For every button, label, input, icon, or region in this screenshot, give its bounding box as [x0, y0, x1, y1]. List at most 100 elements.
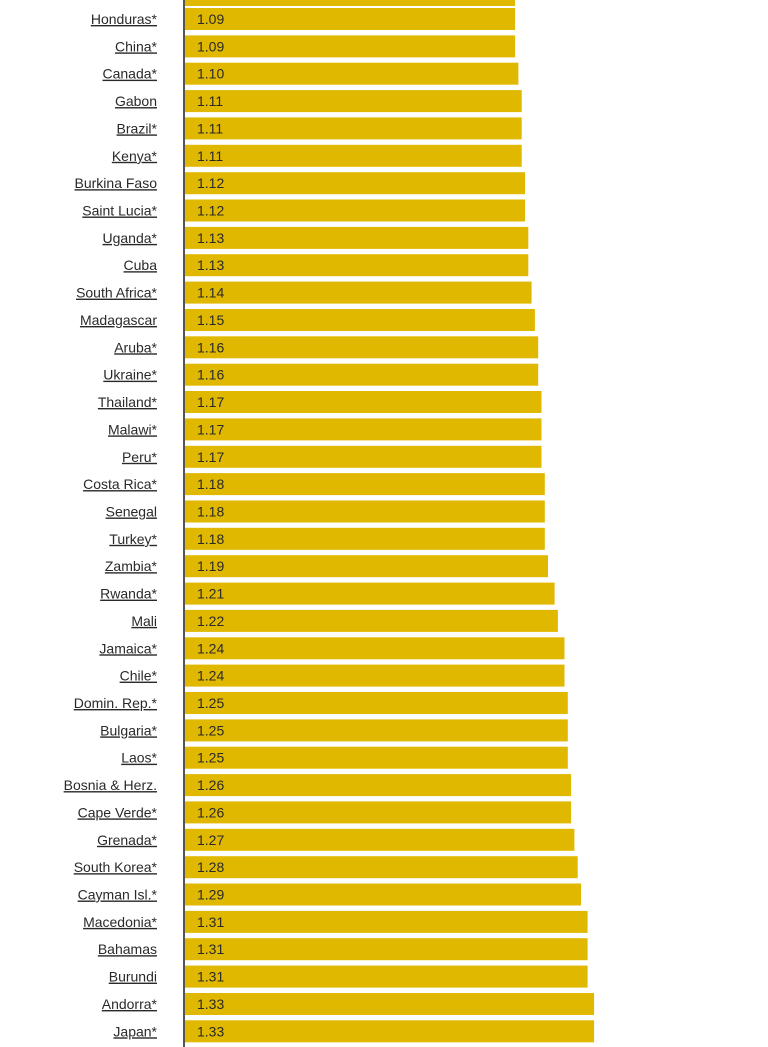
category-label[interactable]: Gabon — [115, 93, 157, 109]
bar — [185, 199, 525, 222]
bar — [185, 418, 542, 441]
bar — [185, 281, 532, 304]
category-label[interactable]: South Korea* — [74, 859, 158, 875]
category-label[interactable]: Cape Verde* — [78, 804, 158, 820]
category-label[interactable]: Laos* — [121, 750, 157, 766]
value-label: 1.09 — [197, 11, 224, 27]
category-label[interactable]: Thailand* — [98, 394, 158, 410]
bar — [185, 692, 568, 714]
bar — [185, 144, 522, 167]
category-label[interactable]: Bulgaria* — [100, 722, 157, 738]
category-label[interactable]: China* — [115, 38, 158, 54]
bar — [185, 801, 572, 824]
bar — [185, 993, 595, 1015]
value-label: 1.26 — [197, 777, 224, 793]
bar — [185, 856, 578, 879]
bar — [185, 582, 555, 605]
category-label[interactable]: Mali — [131, 613, 157, 629]
bar — [185, 226, 529, 249]
category-label[interactable]: Bahamas — [98, 941, 157, 957]
bar — [185, 938, 588, 961]
value-label: 1.33 — [197, 996, 224, 1012]
category-label[interactable]: Rwanda* — [100, 586, 157, 602]
value-label: 1.19 — [197, 558, 224, 574]
value-label: 1.25 — [197, 722, 224, 738]
value-label: 1.26 — [197, 804, 224, 820]
value-label: 1.27 — [197, 832, 224, 848]
value-label: 1.33 — [197, 1023, 224, 1039]
category-label[interactable]: Cuba — [124, 257, 158, 273]
bar — [185, 309, 535, 331]
value-label: 1.29 — [197, 887, 224, 903]
bar — [185, 254, 529, 277]
value-label: 1.15 — [197, 312, 224, 328]
value-label: 1.14 — [197, 285, 224, 301]
category-label[interactable]: Canada* — [103, 66, 158, 82]
category-label[interactable]: Kenya* — [112, 148, 158, 164]
bar — [185, 910, 588, 933]
value-label: 1.18 — [197, 476, 224, 492]
category-label[interactable]: Uganda* — [103, 230, 158, 246]
value-label: 1.24 — [197, 668, 224, 684]
value-label: 1.13 — [197, 230, 224, 246]
value-labels-group: 1.09 1.09 1.10 1.11 1.11 1.11 1.12 1.12 1.13 1.13… — [197, 11, 224, 1039]
bar — [185, 62, 519, 85]
value-label: 1.24 — [197, 640, 224, 656]
bar — [185, 117, 522, 140]
bar — [185, 828, 575, 851]
value-label: 1.17 — [197, 394, 224, 410]
category-label[interactable]: Andorra* — [102, 996, 158, 1012]
bar — [185, 336, 539, 359]
category-label[interactable]: Ukraine* — [103, 367, 157, 383]
category-label[interactable]: Brazil* — [117, 120, 158, 136]
category-label[interactable]: Cayman Isl.* — [78, 887, 158, 903]
category-label[interactable]: Madagascar — [80, 312, 157, 328]
category-label[interactable]: Turkey* — [109, 531, 157, 547]
value-label: 1.31 — [197, 969, 224, 985]
bar — [185, 35, 516, 58]
bar — [185, 746, 568, 769]
bar — [185, 883, 581, 906]
bar — [185, 719, 568, 742]
bar — [185, 90, 522, 113]
bar — [185, 473, 545, 496]
category-label[interactable]: Zambia* — [105, 558, 158, 574]
value-label: 1.31 — [197, 941, 224, 957]
bar — [185, 637, 565, 660]
category-label[interactable]: Malawi* — [108, 421, 158, 437]
value-label: 1.11 — [197, 93, 223, 109]
value-label: 1.16 — [197, 367, 224, 383]
category-label[interactable]: Chile* — [120, 668, 158, 684]
category-label[interactable]: Domin. Rep.* — [74, 695, 158, 711]
category-label[interactable]: Japan* — [113, 1023, 157, 1039]
category-label[interactable]: Honduras* — [91, 11, 158, 27]
category-label[interactable]: South Africa* — [76, 285, 157, 301]
bar — [185, 774, 572, 797]
category-label[interactable]: Aruba* — [114, 339, 157, 355]
bar-partial-top — [185, 0, 515, 6]
value-label: 1.25 — [197, 750, 224, 766]
bar — [185, 527, 545, 550]
bars-group — [185, 0, 595, 1043]
value-label: 1.18 — [197, 531, 224, 547]
category-label[interactable]: Costa Rica* — [83, 476, 157, 492]
category-label[interactable]: Macedonia* — [83, 914, 157, 930]
category-label[interactable]: Saint Lucia* — [82, 203, 157, 219]
category-label[interactable]: Senegal — [106, 504, 157, 520]
bar — [185, 172, 525, 195]
value-label: 1.17 — [197, 421, 224, 437]
category-label[interactable]: Grenada* — [97, 832, 157, 848]
bar — [185, 500, 545, 523]
value-label: 1.10 — [197, 66, 224, 82]
category-label[interactable]: Burkina Faso — [75, 175, 158, 191]
bar — [185, 609, 558, 632]
value-label: 1.11 — [197, 148, 223, 164]
bar — [185, 391, 542, 413]
value-label: 1.12 — [197, 175, 224, 191]
value-label: 1.16 — [197, 339, 224, 355]
category-label[interactable]: Bosnia & Herz. — [64, 777, 157, 793]
value-label: 1.18 — [197, 504, 224, 520]
category-label[interactable]: Peru* — [122, 449, 158, 465]
category-label[interactable]: Jamaica* — [99, 640, 157, 656]
category-label[interactable]: Burundi — [109, 969, 157, 985]
